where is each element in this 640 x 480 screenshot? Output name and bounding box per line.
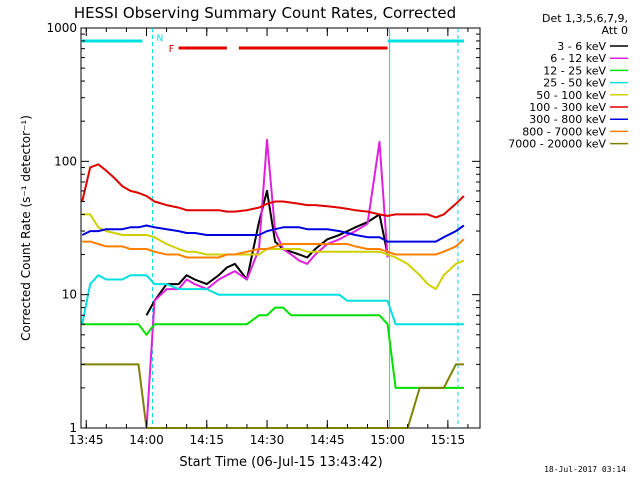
series-line-2 [82,306,464,389]
legend-header-0: Det 1,3,5,6,7,9, [542,12,628,25]
legend-label-1: 6 - 12 keV [550,52,606,65]
legend-label-5: 100 - 300 keV [529,101,606,114]
flag-label-f: F [169,44,175,55]
series-line-1 [145,138,389,429]
y-tick-label-3: 1000 [46,21,77,35]
legend-label-6: 300 - 800 keV [529,113,606,126]
x-tick-label-4: 14:45 [310,433,345,447]
legend-label-4: 50 - 100 keV [536,89,606,102]
x-tick-label-1: 14:00 [129,433,164,447]
legend-label-0: 3 - 6 keV [557,40,606,53]
x-tick-label-6: 15:15 [431,433,466,447]
x-tick-label-3: 14:30 [250,433,285,447]
axis-layer: 13:45 14:00 14:15 14:30 14:45 15:00 15:15 1 10 10… [46,21,480,447]
series-line-3 [81,274,464,326]
y-tick-label-0: 1 [69,421,77,435]
legend-header-1: Att 0 [602,24,628,37]
x-tick-label-2: 14:15 [189,433,224,447]
legend-label-3: 25 - 50 keV [543,77,606,90]
legend-label-8: 7000 - 20000 keV [508,138,606,151]
flag-label-n: N [157,34,164,44]
series-line-7 [82,238,465,259]
overlay-layer: NF [81,28,464,428]
series-line-6 [81,224,465,243]
y-axis-title: Corrected Count Rate (s⁻¹ detector⁻¹) [19,115,33,341]
date-stamp: 18-Jul-2017 03:14 [544,465,626,474]
series-line-8 [82,363,464,429]
legend-label-2: 12 - 25 keV [543,64,606,77]
y-tick-label-1: 10 [62,288,77,302]
series-line-5 [81,163,465,219]
x-tick-label-0: 13:45 [69,433,104,447]
series-line-4 [82,213,465,291]
x-tick-label-5: 15:00 [370,433,405,447]
legend-label-7: 800 - 7000 keV [522,125,606,138]
series-layer [81,138,465,429]
chart-title: HESSI Observing Summary Count Rates, Cor… [74,4,456,22]
x-axis-title: Start Time (06-Jul-15 13:43:42) [179,455,382,470]
y-tick-label-2: 100 [54,154,77,168]
